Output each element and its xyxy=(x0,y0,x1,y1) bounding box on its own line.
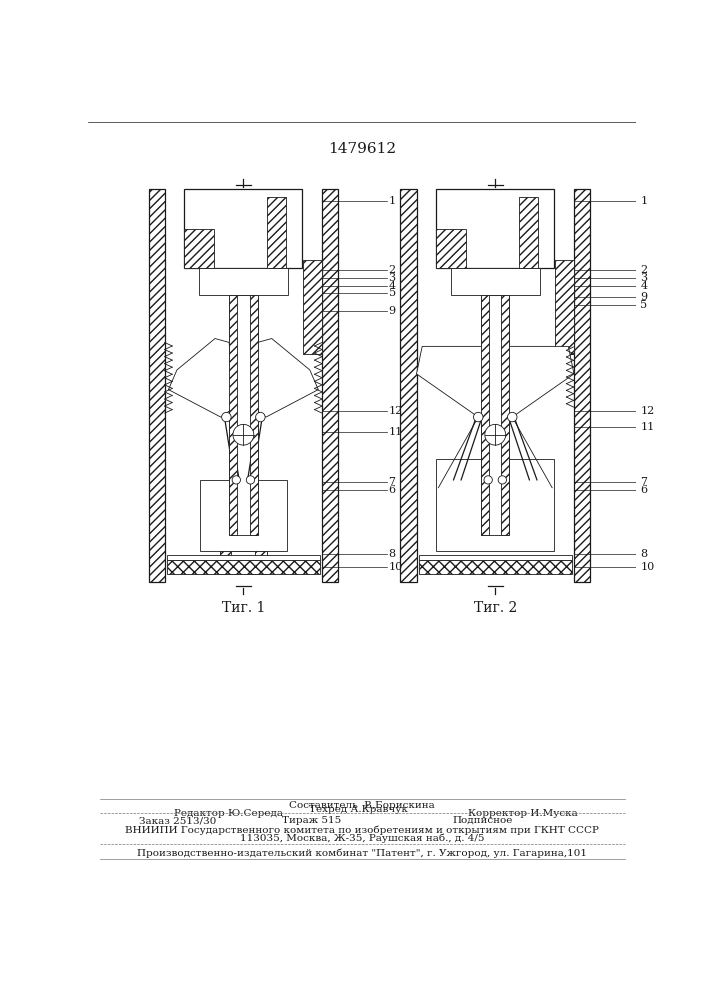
Circle shape xyxy=(233,424,254,445)
Text: 6: 6 xyxy=(389,485,396,495)
Text: Подписное: Подписное xyxy=(452,816,513,825)
Text: 1479612: 1479612 xyxy=(328,142,396,156)
Bar xyxy=(519,197,538,268)
Text: 12: 12 xyxy=(389,406,403,416)
Bar xyxy=(451,268,539,295)
Text: Τиг. 1: Τиг. 1 xyxy=(222,601,265,615)
Bar xyxy=(185,189,303,268)
Text: Производственно-издательский комбинат "Патент", г. Ужгород, ул. Гагарина,101: Производственно-издательский комбинат "П… xyxy=(137,848,587,858)
Bar xyxy=(250,295,257,535)
Bar xyxy=(229,295,237,535)
Bar xyxy=(267,197,286,268)
Circle shape xyxy=(232,476,240,484)
Text: Заказ 2513/30: Заказ 2513/30 xyxy=(139,816,216,825)
Bar xyxy=(481,295,489,535)
Text: 113035, Москва, Ж-35, Раушская наб., д. 4/5: 113035, Москва, Ж-35, Раушская наб., д. … xyxy=(240,834,484,843)
Bar xyxy=(167,560,320,574)
Bar xyxy=(436,459,554,551)
Text: 11: 11 xyxy=(641,422,655,432)
Text: 12: 12 xyxy=(641,406,655,416)
Bar xyxy=(185,229,214,268)
Bar xyxy=(229,295,257,535)
Circle shape xyxy=(484,476,492,484)
Bar xyxy=(255,551,267,574)
Text: Τиг. 2: Τиг. 2 xyxy=(474,601,517,615)
Text: 8: 8 xyxy=(389,549,396,559)
Bar xyxy=(322,189,338,582)
Circle shape xyxy=(246,476,255,484)
Bar xyxy=(400,189,416,582)
Text: 3: 3 xyxy=(389,273,396,283)
Text: 9: 9 xyxy=(641,292,648,302)
Polygon shape xyxy=(416,346,488,417)
Text: 5: 5 xyxy=(641,300,648,310)
Text: ВНИИПИ Государственного комитета по изобретениям и открытиям при ГКНТ СССР: ВНИИПИ Государственного комитета по изоб… xyxy=(125,825,599,835)
Text: Составитель  В,Борискина: Составитель В,Борискина xyxy=(289,801,435,810)
Bar xyxy=(481,295,510,535)
Text: 1: 1 xyxy=(389,196,396,206)
Bar xyxy=(419,560,571,574)
Bar xyxy=(501,295,510,535)
Text: Корректор И.Муска: Корректор И.Муска xyxy=(468,809,578,818)
Text: 3: 3 xyxy=(641,273,648,283)
Text: 5: 5 xyxy=(389,288,396,298)
Circle shape xyxy=(256,412,265,422)
Bar xyxy=(199,268,288,295)
Text: 10: 10 xyxy=(641,562,655,572)
Text: 2: 2 xyxy=(389,265,396,275)
Circle shape xyxy=(474,412,483,422)
Circle shape xyxy=(508,412,517,422)
Circle shape xyxy=(498,476,506,484)
Bar xyxy=(148,189,165,582)
Bar xyxy=(220,551,267,574)
Text: 7: 7 xyxy=(641,477,648,487)
Text: 4: 4 xyxy=(389,281,396,291)
Text: 11: 11 xyxy=(389,427,403,437)
Bar xyxy=(419,555,571,560)
Bar xyxy=(436,229,466,268)
Bar xyxy=(574,189,590,582)
Bar xyxy=(167,555,320,560)
Bar xyxy=(200,480,286,551)
Text: 10: 10 xyxy=(389,562,403,572)
Text: 7: 7 xyxy=(389,477,395,487)
Bar xyxy=(555,260,574,354)
Polygon shape xyxy=(168,339,232,417)
Text: Техред А.Кравчук: Техред А.Кравчук xyxy=(309,805,408,814)
Bar xyxy=(436,189,554,268)
Bar xyxy=(220,551,231,574)
Polygon shape xyxy=(255,339,318,417)
Text: 2: 2 xyxy=(641,265,648,275)
Bar xyxy=(303,260,322,354)
Text: Тираж 515: Тираж 515 xyxy=(282,816,341,825)
Text: 9: 9 xyxy=(389,306,396,316)
Text: 8: 8 xyxy=(641,549,648,559)
Text: 6: 6 xyxy=(641,485,648,495)
Text: 4: 4 xyxy=(641,281,648,291)
Text: Редактор Ю.Середа: Редактор Ю.Середа xyxy=(174,809,283,818)
Polygon shape xyxy=(503,346,574,417)
Circle shape xyxy=(221,412,231,422)
Text: 1: 1 xyxy=(641,196,648,206)
Circle shape xyxy=(485,424,506,445)
